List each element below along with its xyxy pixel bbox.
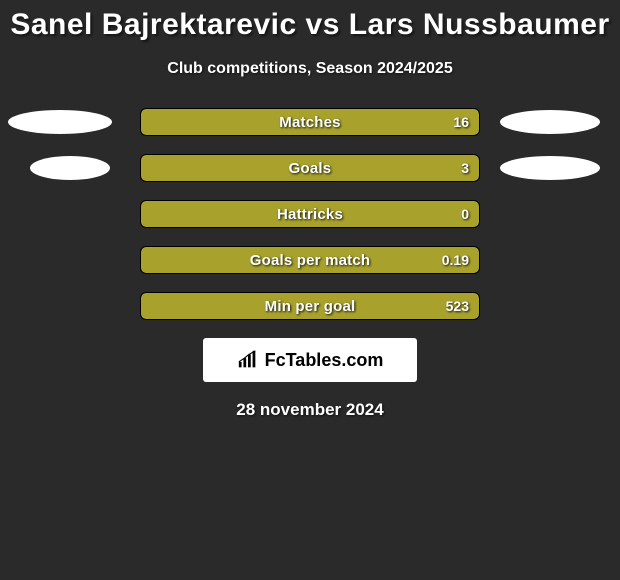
left-value-ellipse xyxy=(8,110,112,134)
stat-bar: Goals per match0.19 xyxy=(140,246,480,274)
stat-value: 0 xyxy=(461,201,469,227)
stats-container: Matches16 Goals3 Hattricks0 Goals per match… xyxy=(0,108,620,320)
page-title: Sanel Bajrektarevic vs Lars Nussbaumer xyxy=(0,0,620,42)
stat-bar: Matches16 xyxy=(140,108,480,136)
bar-chart-icon xyxy=(237,349,259,371)
stat-value: 3 xyxy=(461,155,469,181)
stat-row: Min per goal523 xyxy=(0,292,620,320)
stat-bar: Goals3 xyxy=(140,154,480,182)
right-value-ellipse xyxy=(500,156,600,180)
stat-value: 523 xyxy=(446,293,469,319)
stat-label: Hattricks xyxy=(141,201,479,227)
stat-row: Goals per match0.19 xyxy=(0,246,620,274)
logo-text: FcTables.com xyxy=(265,350,384,371)
date-text: 28 november 2024 xyxy=(0,400,620,420)
stat-label: Min per goal xyxy=(141,293,479,319)
stat-label: Matches xyxy=(141,109,479,135)
stat-row: Matches16 xyxy=(0,108,620,136)
fctables-logo[interactable]: FcTables.com xyxy=(203,338,417,382)
stat-value: 0.19 xyxy=(442,247,469,273)
stat-row: Hattricks0 xyxy=(0,200,620,228)
stat-label: Goals per match xyxy=(141,247,479,273)
left-value-ellipse xyxy=(30,156,110,180)
stat-bar: Min per goal523 xyxy=(140,292,480,320)
right-value-ellipse xyxy=(500,110,600,134)
stat-row: Goals3 xyxy=(0,154,620,182)
stat-label: Goals xyxy=(141,155,479,181)
page-subtitle: Club competitions, Season 2024/2025 xyxy=(0,60,620,78)
stat-bar: Hattricks0 xyxy=(140,200,480,228)
stat-value: 16 xyxy=(453,109,469,135)
